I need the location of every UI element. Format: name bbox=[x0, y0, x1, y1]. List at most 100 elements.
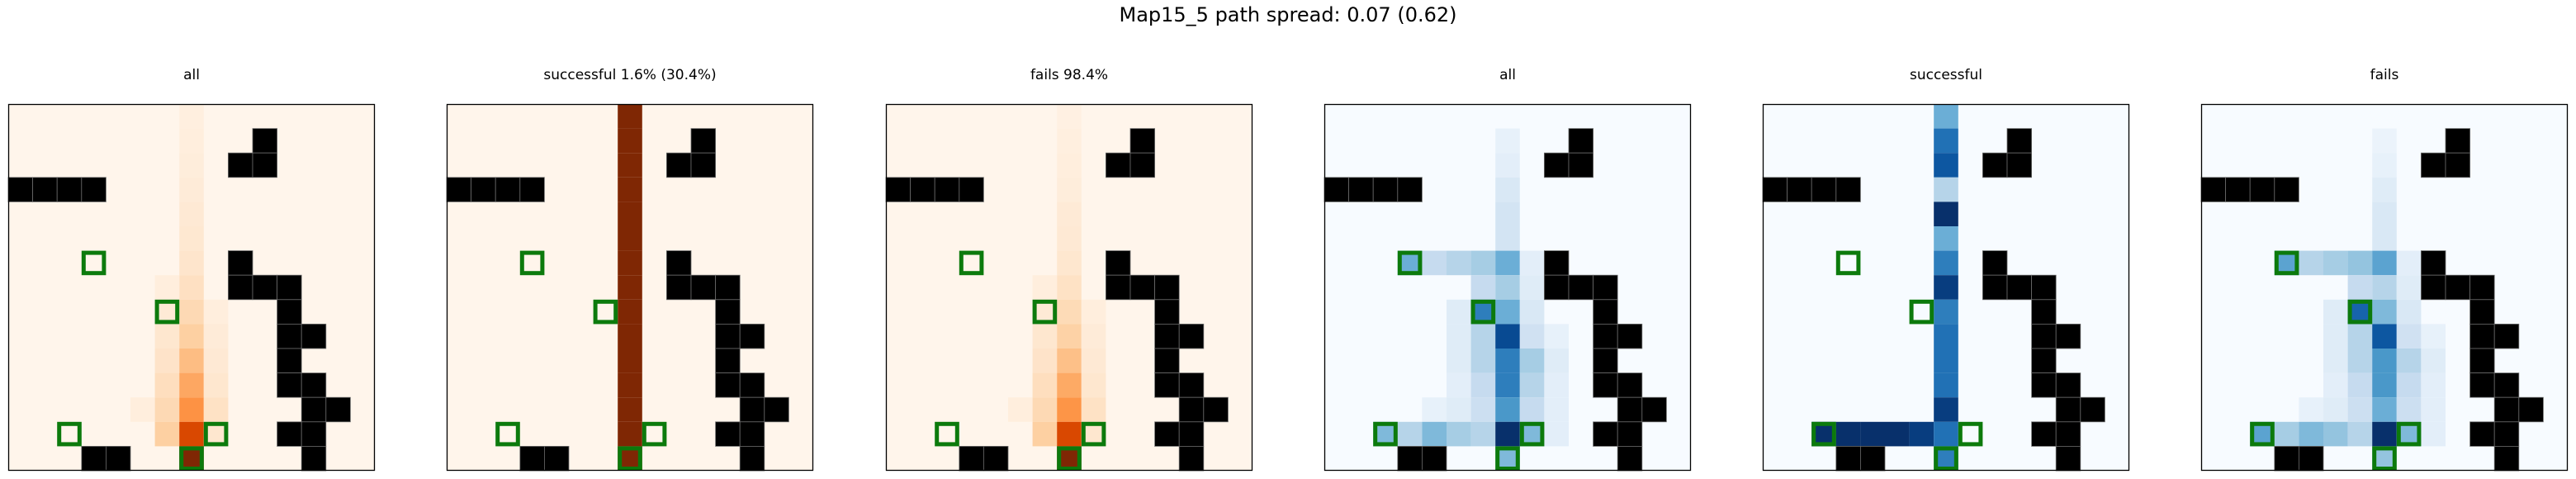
target-marker bbox=[1934, 446, 1958, 471]
heatmap-cell bbox=[2372, 372, 2397, 398]
target-marker bbox=[1519, 421, 1545, 447]
obstacle-cell bbox=[715, 372, 741, 398]
obstacle-cell bbox=[715, 348, 741, 374]
heatmap-cell bbox=[1032, 324, 1058, 349]
target-marker bbox=[1958, 421, 1983, 447]
heatmap-cell bbox=[1835, 421, 1861, 447]
obstacle-cell bbox=[1178, 445, 1205, 472]
obstacle-cell bbox=[325, 396, 351, 423]
heatmap-cell bbox=[2323, 250, 2348, 276]
obstacle-cell bbox=[277, 348, 302, 374]
obstacle-cell bbox=[715, 421, 741, 447]
obstacle-cell bbox=[1154, 274, 1180, 301]
target-marker bbox=[2274, 250, 2299, 276]
heatmap-cell bbox=[1495, 153, 1520, 178]
obstacle-cell bbox=[2493, 372, 2520, 398]
obstacle-cell bbox=[2055, 372, 2081, 398]
heatmap-cell bbox=[1934, 372, 1958, 398]
target-marker bbox=[618, 446, 642, 471]
obstacle-cell bbox=[1982, 274, 2008, 301]
heatmap-cell bbox=[203, 299, 229, 325]
heatmap-cell bbox=[1447, 349, 1471, 373]
obstacle-cell bbox=[227, 250, 253, 276]
heatmap-cell bbox=[1495, 324, 1520, 349]
obstacle-cell bbox=[2469, 348, 2495, 374]
heatmap-cell bbox=[1909, 421, 1934, 447]
target-marker bbox=[1373, 421, 1398, 447]
panel-title: fails bbox=[2370, 67, 2399, 83]
obstacle-cell bbox=[2274, 445, 2299, 472]
heatmap-cell bbox=[1470, 250, 1496, 276]
obstacle-cell bbox=[2006, 128, 2033, 154]
panel-title: fails 98.4% bbox=[1030, 67, 1109, 83]
obstacle-cell bbox=[1811, 177, 1837, 202]
heatmap-cell bbox=[2372, 299, 2397, 325]
heatmap-cell bbox=[1934, 275, 1958, 300]
target-marker bbox=[2347, 299, 2373, 325]
panel-frame bbox=[2200, 103, 2569, 472]
heatmap-cell bbox=[2421, 397, 2446, 422]
heatmap-cell bbox=[1934, 349, 1958, 373]
target-marker bbox=[1909, 299, 1934, 325]
obstacle-cell bbox=[1129, 274, 1156, 301]
heatmap-cell bbox=[1934, 153, 1958, 178]
heatmap-cell bbox=[2347, 372, 2373, 398]
obstacle-cell bbox=[1568, 152, 1594, 178]
target-marker bbox=[81, 250, 107, 276]
target-marker bbox=[1811, 421, 1836, 447]
obstacle-cell bbox=[2299, 445, 2324, 472]
heatmap-cell bbox=[179, 250, 204, 276]
obstacle-cell bbox=[2031, 348, 2057, 374]
obstacle-cell bbox=[2031, 372, 2057, 398]
obstacle-cell bbox=[1593, 274, 1618, 301]
obstacle-cell bbox=[2469, 274, 2495, 301]
obstacle-cell bbox=[1617, 372, 1643, 398]
heatmap-cell bbox=[179, 153, 204, 178]
obstacle-cell bbox=[277, 421, 302, 447]
heatmap-cell bbox=[618, 128, 642, 154]
obstacle-cell bbox=[2469, 372, 2495, 398]
target-marker bbox=[179, 446, 204, 471]
obstacle-cell bbox=[1178, 323, 1205, 349]
heatmap-cell bbox=[1519, 372, 1545, 398]
heatmap-cell bbox=[1081, 372, 1106, 398]
obstacle-cell bbox=[1397, 177, 1423, 202]
heatmap-cell bbox=[2323, 421, 2348, 447]
heatmap-cell bbox=[2347, 397, 2373, 422]
panel-title: successful 1.6% (30.4%) bbox=[543, 67, 717, 83]
obstacle-cell bbox=[1982, 250, 2008, 276]
heatmap-cell bbox=[130, 397, 155, 422]
heatmap-cell bbox=[2372, 349, 2397, 373]
obstacle-cell bbox=[1154, 323, 1180, 349]
obstacle-cell bbox=[1543, 274, 1570, 301]
obstacle-cell bbox=[2493, 445, 2520, 472]
obstacle-cell bbox=[106, 445, 131, 472]
obstacle-cell bbox=[910, 177, 935, 202]
heatmap-cell bbox=[1934, 177, 1958, 202]
obstacle-cell bbox=[2055, 421, 2081, 447]
heatmap-cell bbox=[1057, 299, 1082, 325]
obstacle-cell bbox=[56, 177, 83, 202]
obstacle-cell bbox=[2031, 274, 2057, 301]
heatmap-cell bbox=[179, 421, 204, 447]
heatmap-cell bbox=[2372, 128, 2397, 154]
panel-frame bbox=[446, 103, 814, 472]
heatmap-cell bbox=[179, 104, 204, 129]
heatmap-cell bbox=[1519, 397, 1545, 422]
obstacle-cell bbox=[1154, 421, 1180, 447]
heatmap-cell bbox=[2347, 349, 2373, 373]
target-marker bbox=[1032, 299, 1058, 325]
heatmap-cell bbox=[154, 397, 180, 422]
heatmap-cell bbox=[2396, 372, 2422, 398]
heatmap-cell bbox=[1057, 226, 1082, 251]
target-marker bbox=[1835, 250, 1861, 276]
obstacle-cell bbox=[2445, 128, 2471, 154]
obstacle-cell bbox=[2055, 323, 2081, 349]
heatmap-cell bbox=[179, 397, 204, 422]
obstacle-cell bbox=[446, 177, 472, 202]
heatmap-panel-fails-oranges bbox=[885, 103, 1253, 472]
obstacle-cell bbox=[1787, 177, 1812, 202]
obstacle-cell bbox=[1568, 274, 1594, 301]
panel-frame bbox=[1324, 103, 1692, 472]
heatmap-cell bbox=[618, 104, 642, 129]
